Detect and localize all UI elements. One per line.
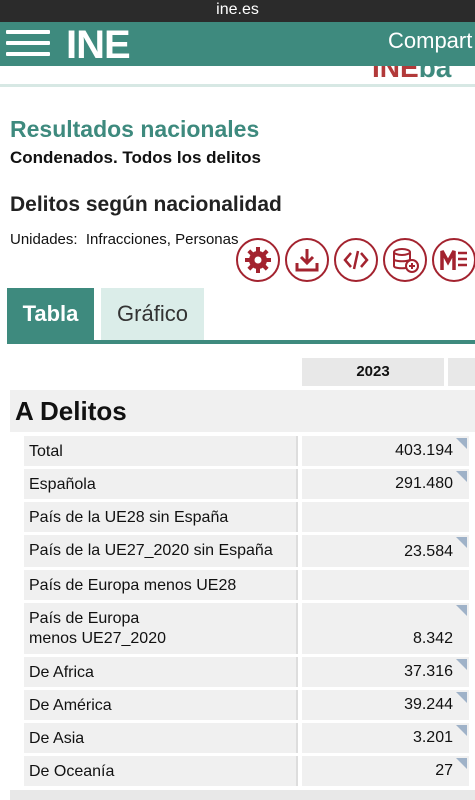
note-corner-icon[interactable] [456,692,467,703]
row-value-cell: 3.201 [302,723,469,753]
units-value: Infracciones, Personas [85,231,239,248]
row-value: 291.480 [395,475,453,492]
ine-base-logo[interactable]: INEba [372,66,452,83]
column-header-next [448,358,475,386]
note-corner-icon[interactable] [456,438,467,449]
embed-button[interactable] [334,238,378,282]
note-corner-icon[interactable] [456,725,467,736]
row-value: 37.316 [404,663,453,680]
row-value-cell [302,570,469,600]
hamburger-menu-icon[interactable] [6,26,50,60]
row-value: 39.244 [404,696,453,713]
tabs-underline [7,340,475,344]
row-label: País de Europa menos UE28 [24,570,298,600]
note-corner-icon[interactable] [456,758,467,769]
column-header-year: 2023 [302,358,444,386]
group-title: A Delitos [15,396,127,426]
row-value-cell: 23.584 [302,535,469,567]
row-value-cell [302,502,469,532]
units-label: Unidades: [10,231,78,248]
row-value: 27 [435,762,453,779]
row-label: Española [24,469,298,499]
row-value-cell: 37.316 [302,657,469,687]
row-label: De América [24,690,298,720]
header-divider [0,84,475,87]
gear-icon [245,247,271,273]
row-value: 8.342 [412,630,453,647]
row-value-cell: 8.342 [302,603,469,654]
table-row: De Africa 37.316 [24,657,475,687]
tab-tabla[interactable]: Tabla [7,288,94,340]
row-label: De Africa [24,657,298,687]
table-row: País de la UE28 sin España [24,502,475,532]
table-bottom-band [10,790,475,800]
row-value: 403.194 [395,442,453,459]
browser-url-bar[interactable]: ine.es [0,0,475,22]
table-row: País de Europa menos UE28 [24,570,475,600]
download-icon [295,249,319,272]
row-value: 23.584 [404,543,453,560]
row-value-cell: 39.244 [302,690,469,720]
table-row: País de Europa menos UE27_2020 8.342 [24,603,475,654]
database-add-icon [393,248,419,273]
page-title: Resultados nacionales [10,116,260,142]
row-label: País de Europa menos UE27_2020 [24,603,298,654]
row-label: País de la UE27_2020 sin España [24,535,298,567]
page-subtitle: Condenados. Todos los delitos [10,148,261,167]
site-header: INE Compart [0,22,475,66]
share-button[interactable]: Compart [388,28,473,53]
table-row: País de la UE27_2020 sin España 23.584 [24,535,475,567]
row-label: País de la UE28 sin España [24,502,298,532]
group-row [10,390,475,432]
table-row: Total 403.194 [24,436,475,466]
row-label: Total [24,436,298,466]
menu-m-icon [440,250,467,270]
row-value-cell: 27 [302,756,469,786]
note-corner-icon[interactable] [456,659,467,670]
sublogo-strip: INEba [0,66,475,84]
settings-button[interactable] [236,238,280,282]
row-label: De Asia [24,723,298,753]
ine-logo[interactable]: INE [66,23,131,66]
view-tabs: Tabla Gráfico [7,288,475,344]
note-corner-icon[interactable] [456,471,467,482]
metadata-button[interactable] [432,238,475,282]
code-icon [343,250,369,270]
tab-grafico[interactable]: Gráfico [101,288,204,340]
table-row: Española 291.480 [24,469,475,499]
table-row: De Asia 3.201 [24,723,475,753]
row-value-cell: 291.480 [302,469,469,499]
row-value: 3.201 [412,729,453,746]
url-text: ine.es [216,1,259,18]
add-to-database-button[interactable] [383,238,427,282]
section-title: Delitos según nacionalidad [10,193,282,216]
note-corner-icon[interactable] [456,605,467,616]
download-button[interactable] [285,238,329,282]
row-label: De Oceanía [24,756,298,786]
row-value-cell: 403.194 [302,436,469,466]
units-line: Unidades: Infracciones, Personas [10,231,238,248]
table-row: De Oceanía 27 [24,756,475,786]
note-corner-icon[interactable] [456,537,467,548]
table-row: De América 39.244 [24,690,475,720]
